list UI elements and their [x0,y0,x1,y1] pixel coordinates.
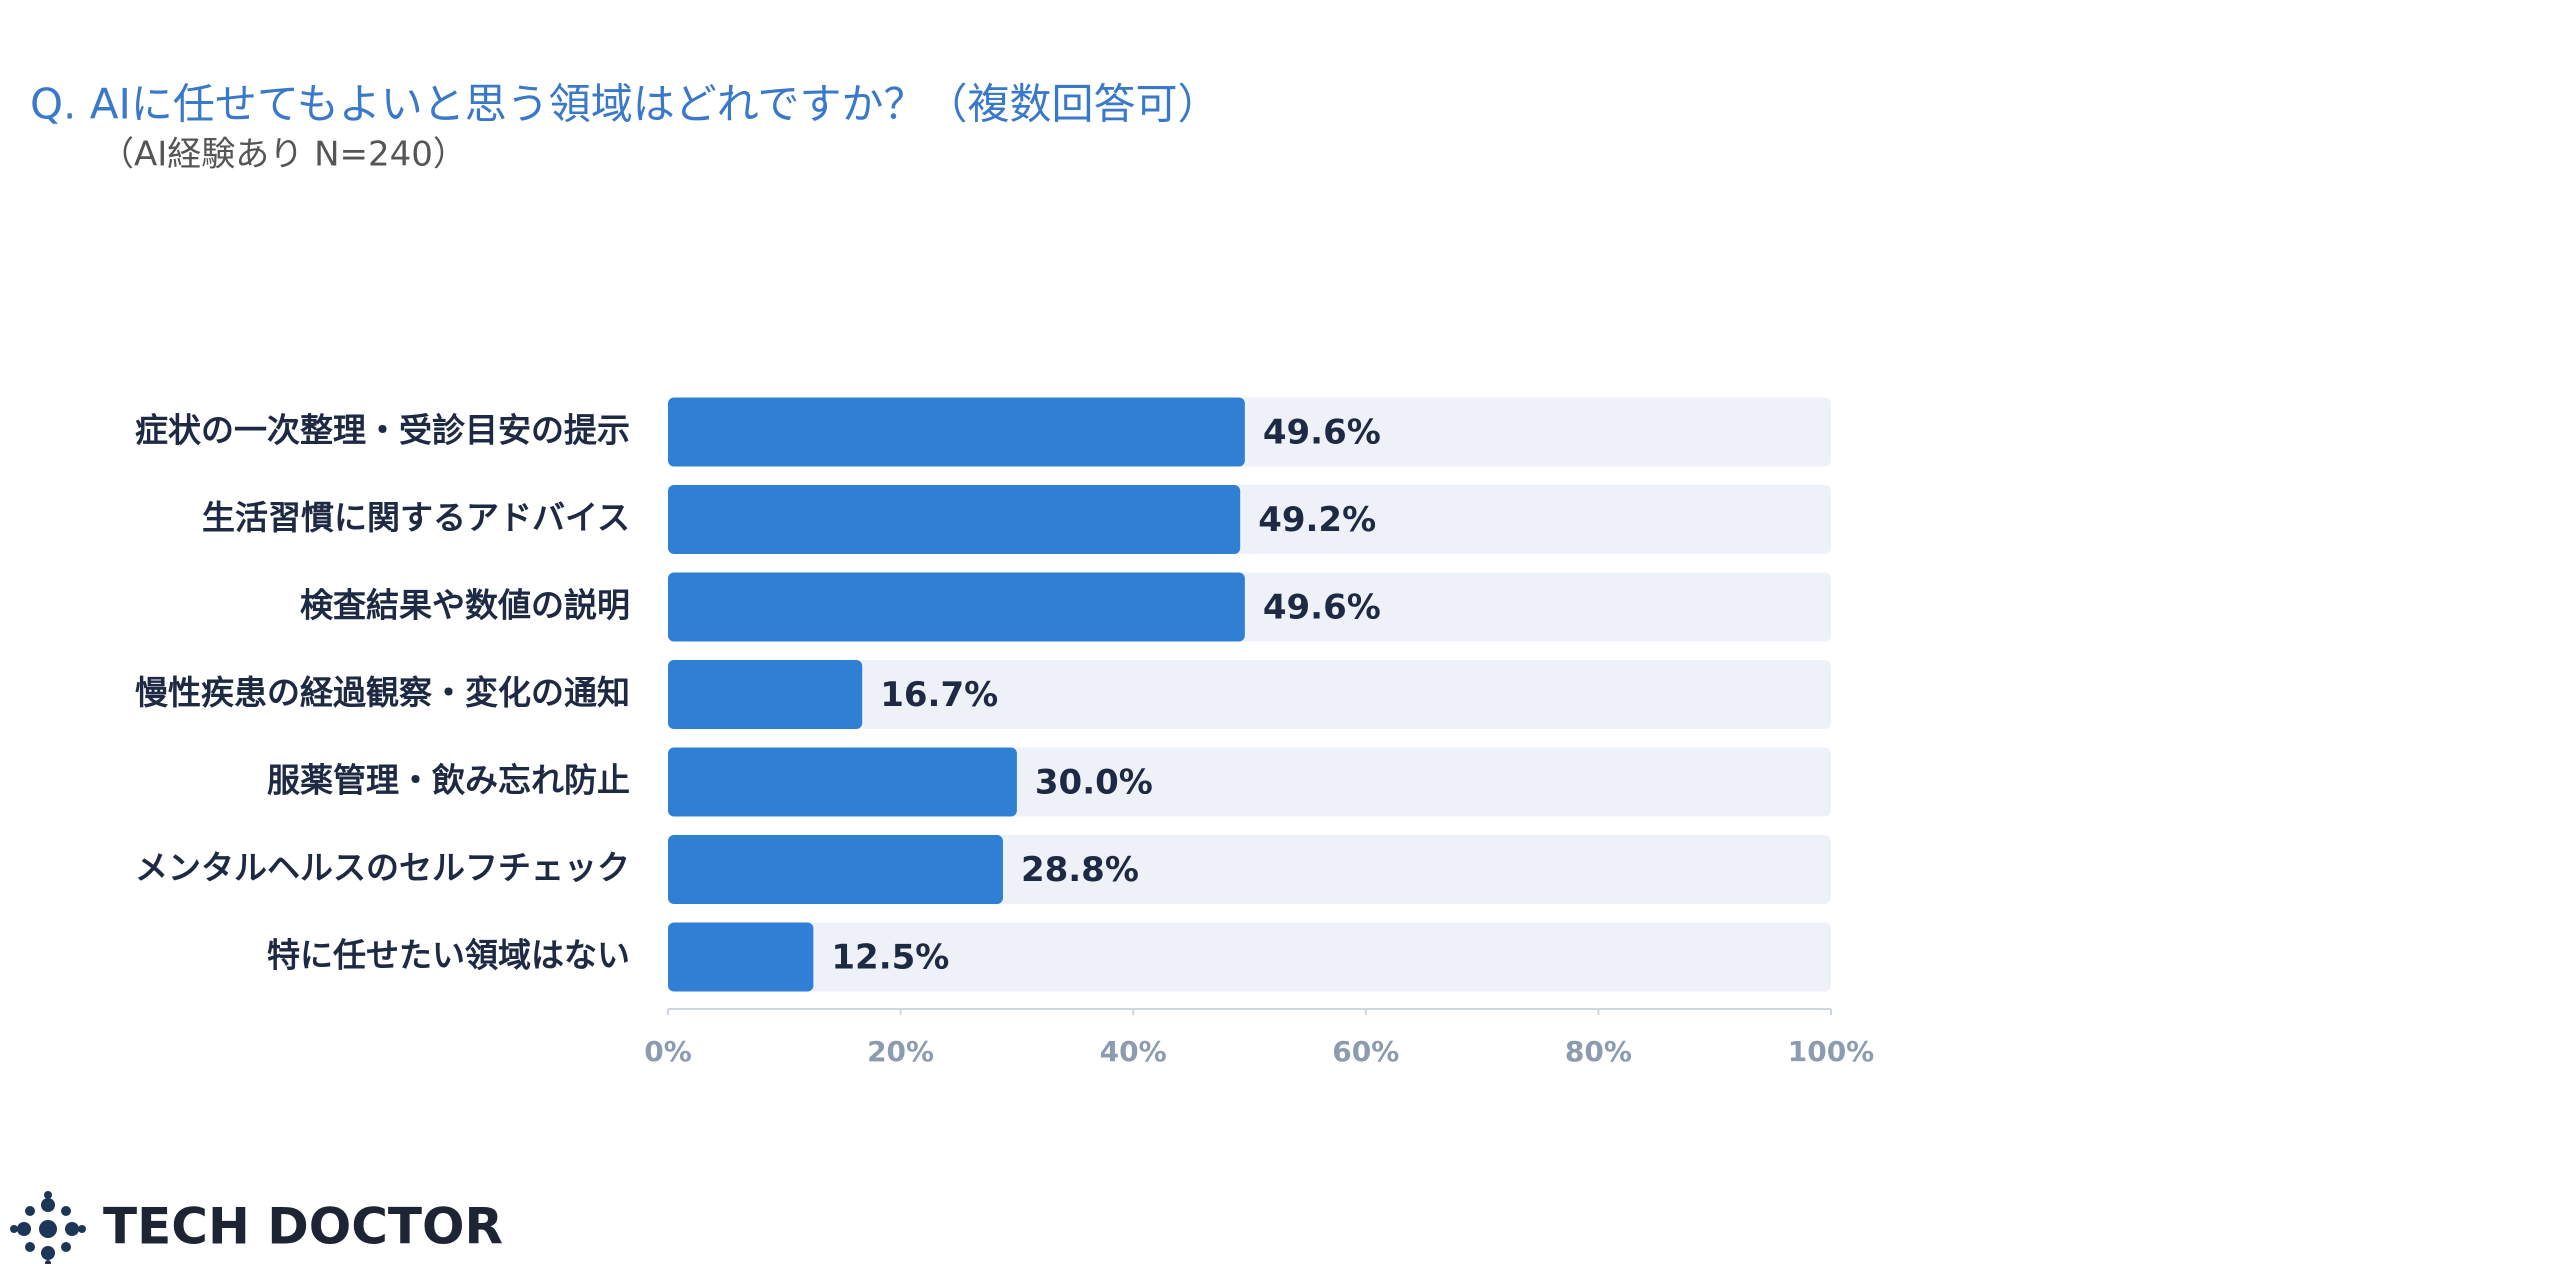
value-label: 16.7% [880,675,998,715]
value-label: 30.0% [1035,763,1153,803]
bar-track [668,660,1831,729]
brand-logo-icon [10,1191,86,1264]
x-tick-label: 0% [644,1035,692,1068]
category-label: 特に任せたい領域はない [267,936,630,975]
brand-name: TECH DOCTOR [103,1198,503,1256]
category-label: 症状の一次整理・受診目安の提示 [135,411,630,450]
value-label: 12.5% [831,938,949,978]
value-label: 49.6% [1263,588,1381,628]
category-label: 慢性疾患の経過観察・変化の通知 [135,673,630,712]
category-label: 検査結果や数値の説明 [300,586,630,625]
bar [668,397,1245,467]
category-label: 生活習慣に関するアドバイス [202,498,630,537]
bar [668,660,863,729]
category-label: 服薬管理・飲み忘れ防止 [267,761,630,800]
bar [668,485,1241,554]
value-label: 49.6% [1263,413,1381,453]
bar-track [668,922,1831,992]
x-tick-label: 20% [867,1035,934,1068]
x-tick-label: 60% [1332,1035,1399,1068]
x-tick-label: 80% [1565,1035,1632,1068]
bar [668,835,1003,904]
bar [668,922,814,992]
x-tick-label: 40% [1100,1035,1167,1068]
value-label: 28.8% [1021,850,1139,890]
category-label: メンタルヘルスのセルフチェック [135,848,630,887]
value-label: 49.2% [1258,500,1376,540]
chart-title: Q. AIに任せてもよいと思う領域はどれですか？（複数回答可） [30,80,1220,129]
x-tick-label: 100% [1788,1035,1875,1068]
bar [668,747,1017,817]
bar [668,572,1245,642]
chart-subtitle: （AI経験あり N=240） [100,135,467,175]
